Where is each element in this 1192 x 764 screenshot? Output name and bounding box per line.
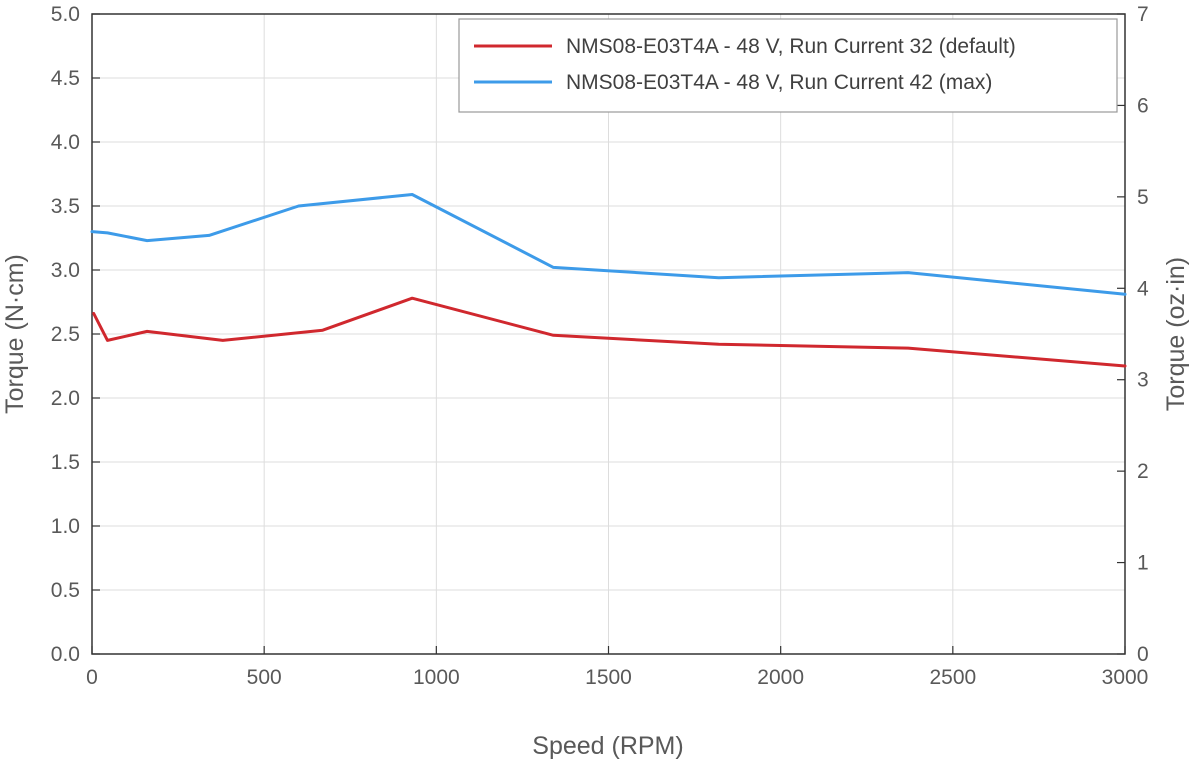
y-tick-label: 0.0	[51, 643, 80, 666]
y-tick-label: 5.0	[51, 3, 80, 26]
y-tick-label: 4.5	[51, 67, 80, 90]
y2-tick-label: 0	[1137, 643, 1149, 666]
x-tick-label: 2500	[929, 666, 976, 689]
x-tick-label: 0	[86, 666, 98, 689]
y-tick-label: 2.5	[51, 323, 80, 346]
y2-tick-label: 4	[1137, 277, 1149, 300]
axis-ticks: 0 500 1000 1500 2000 2500 3000 0.0 0.5 1.0 1.5 2.0 2…	[51, 3, 1149, 689]
legend-box	[458, 18, 1118, 113]
legend: NMS08-E03T4A - 48 V, Run Current 32 (def…	[458, 18, 1118, 113]
y-axis-title: Torque (N·cm)	[1, 254, 29, 414]
series-line-1	[92, 296, 1127, 368]
y2-tick-label: 7	[1137, 3, 1149, 26]
y-tick-label: 4.0	[51, 131, 80, 154]
x-tick-label: 1000	[413, 666, 460, 689]
y-tick-label: 1.0	[51, 515, 80, 538]
x-tick-label: 2000	[757, 666, 804, 689]
y2-tick-label: 3	[1137, 369, 1149, 392]
y-tick-label: 3.5	[51, 195, 80, 218]
y-tick-label: 1.5	[51, 451, 80, 474]
x-tick-label: 3000	[1102, 666, 1149, 689]
y2-tick-label: 1	[1137, 552, 1149, 575]
y2-axis-title: Torque (oz·in)	[1162, 257, 1190, 411]
y-tick-label: 3.0	[51, 259, 80, 282]
series-line-2	[90, 193, 1127, 296]
y-tick-label: 0.5	[51, 579, 80, 602]
y2-tick-label: 6	[1137, 94, 1149, 117]
legend-label-series-2: NMS08-E03T4A - 48 V, Run Current 42 (max…	[566, 71, 992, 94]
x-tick-label: 500	[247, 666, 282, 689]
y-tick-label: 2.0	[51, 387, 80, 410]
legend-label-series-1: NMS08-E03T4A - 48 V, Run Current 32 (def…	[566, 35, 1016, 58]
x-tick-label: 1500	[585, 666, 632, 689]
y2-tick-label: 2	[1137, 460, 1149, 483]
series-lines	[90, 193, 1127, 368]
y2-tick-label: 5	[1137, 186, 1149, 209]
x-axis-title: Speed (RPM)	[532, 732, 683, 760]
